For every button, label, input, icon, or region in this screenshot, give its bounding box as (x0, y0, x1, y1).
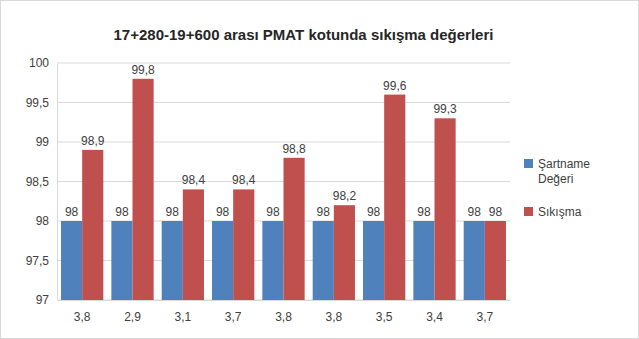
data-label: 98,4 (232, 173, 256, 187)
y-tick-label: 99,5 (26, 96, 50, 110)
data-label: 98 (317, 205, 331, 219)
y-tick: 99,5 (26, 96, 57, 110)
data-label: 99,8 (131, 63, 155, 77)
legend-label: Sıkışma (538, 205, 582, 219)
bar (284, 158, 305, 300)
legend-label: Şartname Değeri (538, 157, 593, 186)
data-label: 98 (216, 205, 230, 219)
x-tick: 3,7 (476, 300, 493, 324)
bar (435, 118, 456, 300)
data-label: 98,4 (182, 173, 206, 187)
bar (82, 150, 103, 300)
x-tick-label: 2,9 (124, 310, 141, 324)
y-tick: 100 (29, 56, 57, 70)
bar-series (61, 221, 485, 300)
y-tick: 97,5 (26, 254, 57, 268)
x-tick: 3,8 (325, 300, 342, 324)
data-label: 98 (489, 205, 503, 219)
bar (133, 79, 154, 300)
bar (61, 221, 82, 300)
bar (363, 221, 384, 300)
x-tick-label: 3,5 (376, 310, 393, 324)
y-tick-label: 99 (36, 135, 50, 149)
x-tick: 3,4 (426, 300, 443, 324)
grid (57, 63, 510, 300)
y-tick-label: 100 (29, 56, 49, 70)
chart: 98 98 98 98 98 98 98 98 98 98,9 99,8 98,4 98,4 98,8 98… (0, 0, 639, 339)
data-label: 98 (266, 205, 280, 219)
data-label: 99,3 (433, 102, 457, 116)
data-label: 98 (115, 205, 129, 219)
legend: Şartname Değeri Sıkışma (524, 157, 593, 219)
data-label: 99,6 (383, 79, 407, 93)
x-tick-label: 3,1 (174, 310, 191, 324)
bar (162, 221, 183, 300)
y-tick-label: 98 (36, 214, 50, 228)
x-tick-label: 3,4 (426, 310, 443, 324)
data-label: 98 (417, 205, 431, 219)
y-tick-label: 97 (36, 293, 50, 307)
bar (413, 221, 434, 300)
x-tick-label: 3,8 (275, 310, 292, 324)
bars (61, 79, 506, 300)
data-label: 98,8 (282, 142, 306, 156)
chart-frame (1, 1, 639, 339)
y-tick: 98 (36, 214, 57, 228)
x-tick-label: 3,8 (74, 310, 91, 324)
bar (212, 221, 233, 300)
x-tick: 3,8 (275, 300, 292, 324)
grid-line (57, 63, 510, 64)
y-tick-label: 98,5 (26, 175, 50, 189)
x-tick: 2,9 (124, 300, 141, 324)
y-tick: 97 (36, 293, 57, 307)
legend-swatch (524, 159, 533, 168)
x-tick-label: 3,7 (476, 310, 493, 324)
plot: 98 98 98 98 98 98 98 98 98 98,9 99,8 98,4 98,4 98,8 98… (26, 56, 511, 323)
x-tick-label: 3,7 (225, 310, 242, 324)
legend-swatch (524, 207, 533, 216)
y-tick: 99 (36, 135, 57, 149)
y-axis-line (57, 64, 58, 301)
bar (313, 221, 334, 300)
data-labels: 98 98 98 98 98 98 98 98 98 98,9 99,8 98,4 98,4 98,8 98… (65, 63, 502, 219)
bar (485, 221, 506, 300)
x-tick: 3,5 (376, 300, 393, 324)
data-label: 98 (65, 205, 79, 219)
x-tick: 3,1 (174, 300, 191, 324)
data-label: 98 (468, 205, 482, 219)
bar-series (82, 79, 506, 300)
x-axis: 3,8 2,9 3,1 3,7 3,8 3,8 3,5 3,4 3,7 (58, 300, 511, 324)
x-axis-line (58, 300, 511, 301)
data-label: 98,2 (333, 189, 357, 203)
bar (262, 221, 283, 300)
bar (384, 95, 405, 300)
y-tick: 98,5 (26, 175, 57, 189)
bar (464, 221, 485, 300)
data-label: 98 (166, 205, 180, 219)
y-tick-label: 97,5 (26, 254, 50, 268)
x-tick: 3,8 (74, 300, 91, 324)
data-label: 98 (367, 205, 381, 219)
bar (183, 189, 204, 300)
x-tick-label: 3,8 (325, 310, 342, 324)
data-label: 98,9 (81, 134, 105, 148)
bar (111, 221, 132, 300)
title: 17+280-19+600 arası PMAT kotunda sıkışma… (114, 26, 494, 43)
bar (233, 189, 254, 300)
bar (334, 205, 355, 300)
x-tick: 3,7 (225, 300, 242, 324)
y-axis: 97 97,5 98 98,5 99 99,5 100 (26, 56, 58, 307)
